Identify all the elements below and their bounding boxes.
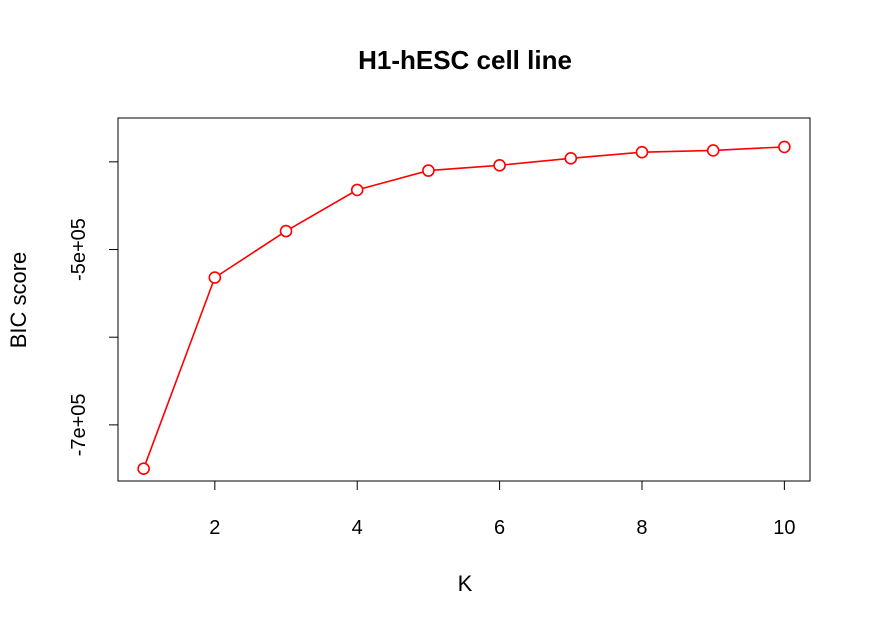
data-point — [137, 462, 150, 476]
data-point — [778, 140, 791, 154]
x-axis: 2 4 6 8 10 — [209, 480, 795, 539]
x-tick-label: 4 — [352, 517, 363, 539]
data-point — [706, 144, 720, 157]
y-axis: -5e+05 -7e+05 — [68, 161, 119, 456]
data-point — [208, 271, 222, 284]
x-tick-label: 8 — [636, 517, 647, 539]
x-tick-label: 2 — [209, 517, 220, 539]
series-line — [142, 146, 785, 469]
x-tick-label: 10 — [773, 517, 795, 539]
y-tick-label: -5e+05 — [68, 218, 90, 281]
data-point — [422, 164, 435, 177]
data-point — [279, 224, 293, 238]
y-tick-label: -7e+05 — [68, 393, 90, 456]
data-point — [493, 159, 506, 172]
chart-title: H1-hESC cell line — [358, 45, 572, 75]
plot-frame — [117, 117, 811, 482]
data-point — [350, 183, 364, 197]
y-axis-label: BIC score — [6, 252, 31, 349]
series-layer — [137, 140, 791, 476]
x-tick-label: 6 — [494, 517, 505, 539]
data-point — [635, 145, 649, 159]
x-axis-label: K — [458, 571, 473, 596]
data-point — [564, 152, 578, 165]
